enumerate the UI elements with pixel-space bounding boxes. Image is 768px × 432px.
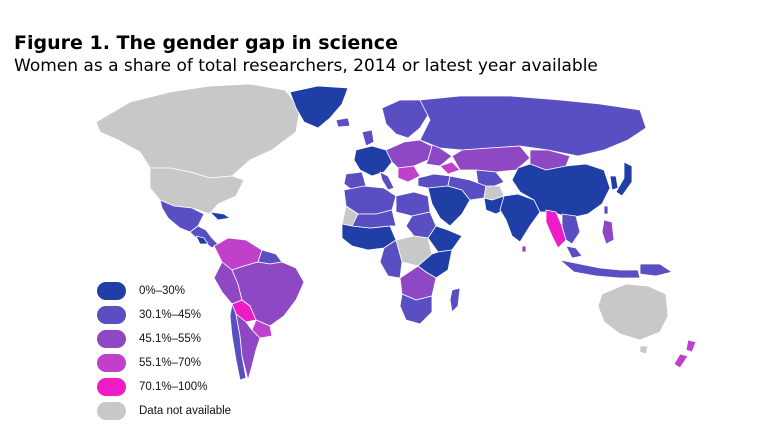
region-australia	[597, 283, 669, 341]
legend-swatch-30-45	[97, 306, 126, 324]
region-eastern-europe	[385, 139, 433, 169]
region-sahel	[351, 209, 397, 229]
region-myanmar-thailand	[545, 209, 567, 249]
region-paraguay	[251, 319, 273, 339]
region-tasmania	[639, 345, 649, 355]
region-korea	[609, 175, 619, 191]
legend-label-30-45: 30.1%–45%	[139, 309, 202, 321]
region-iceland	[335, 117, 351, 128]
page-subtitle: Women as a share of total researchers, 2…	[14, 56, 598, 76]
region-iran	[447, 175, 487, 201]
region-russia	[419, 95, 647, 157]
region-japan	[615, 161, 633, 197]
region-indonesia	[559, 259, 641, 279]
legend-label-70-100: 70.1%–100%	[139, 381, 208, 393]
legend-label-no-data: Data not available	[139, 405, 232, 417]
region-kazakhstan	[451, 145, 531, 173]
region-greenland	[289, 85, 349, 129]
page-title: Figure 1. The gender gap in science	[14, 32, 398, 54]
region-uk	[361, 129, 375, 147]
region-india	[499, 193, 541, 243]
region-italy	[379, 171, 395, 191]
region-brazil	[231, 261, 305, 327]
region-central-america-blue	[195, 235, 209, 245]
legend-item-70-100: 70.1%–100%	[97, 375, 267, 399]
region-central-america	[189, 225, 219, 249]
region-guianas	[257, 249, 283, 265]
legend-item-30-45: 30.1%–45%	[97, 303, 267, 327]
region-central-asia	[475, 169, 505, 189]
legend-swatch-45-55	[97, 330, 126, 348]
region-horn-of-africa	[427, 225, 463, 253]
region-new-zealand	[673, 339, 697, 369]
region-western-europe	[353, 145, 393, 177]
region-balkans	[397, 165, 421, 183]
region-argentina	[235, 313, 261, 381]
legend-label-45-55: 45.1%–55%	[139, 333, 202, 345]
region-china	[511, 163, 611, 219]
region-canada-alaska	[95, 83, 301, 179]
region-scandinavia	[381, 99, 431, 139]
legend-swatch-0-30	[97, 282, 126, 300]
region-taiwan	[603, 205, 609, 215]
legend-label-55-70: 55.1%–70%	[139, 357, 202, 369]
legend-item-0-30: 0%–30%	[97, 279, 267, 303]
region-ukraine	[419, 139, 453, 167]
legend-label-0-30: 0%–30%	[139, 285, 186, 297]
region-philippines	[601, 219, 615, 245]
legend-item-no-data: Data not available	[97, 399, 267, 423]
region-indochina	[561, 213, 581, 245]
region-papua	[639, 263, 673, 277]
region-madagascar	[449, 287, 461, 313]
map-legend: 0%–30% 30.1%–45% 45.1%–55% 55.1%–70% 70.…	[97, 279, 267, 423]
legend-item-55-70: 55.1%–70%	[97, 351, 267, 375]
legend-item-45-55: 45.1%–55%	[97, 327, 267, 351]
region-egypt-libya	[395, 191, 431, 217]
region-caribbean	[209, 211, 231, 221]
legend-swatch-70-100	[97, 378, 126, 396]
legend-swatch-55-70	[97, 354, 126, 372]
region-sri-lanka	[521, 245, 527, 253]
region-southern-africa	[399, 293, 433, 325]
region-malaysia	[565, 245, 583, 259]
legend-swatch-no-data	[97, 402, 126, 420]
